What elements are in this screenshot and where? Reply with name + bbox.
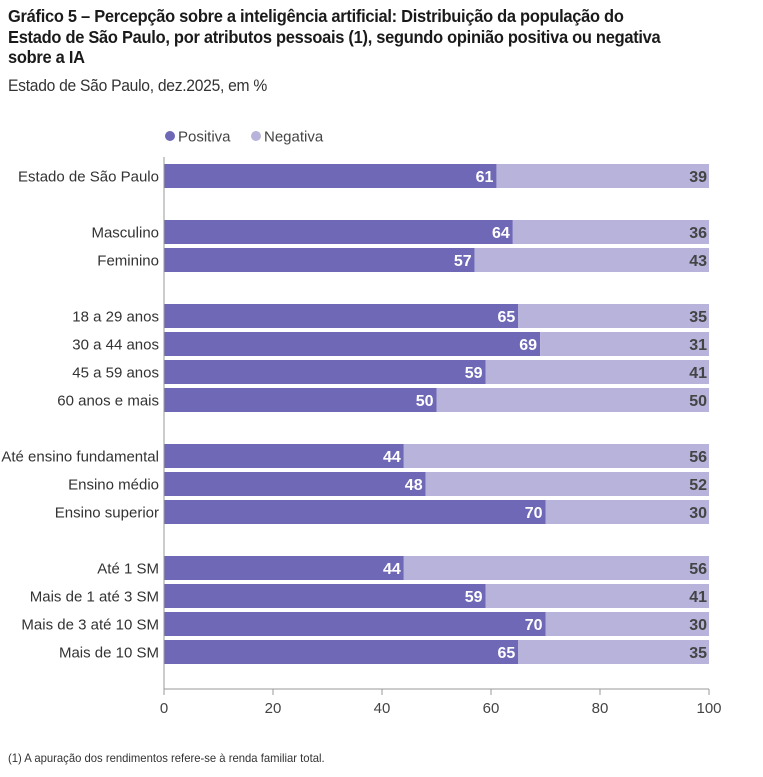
data-label-negativa: 41 <box>689 589 707 606</box>
data-label-positiva: 65 <box>497 645 515 662</box>
data-label-positiva: 69 <box>519 337 537 354</box>
data-label-positiva: 70 <box>525 617 543 634</box>
category-label: Até 1 SM <box>97 561 159 578</box>
category-label: Até ensino fundamental <box>1 449 159 466</box>
bar-positiva <box>164 248 475 272</box>
legend-label-positiva: Positiva <box>178 129 231 146</box>
data-label-positiva: 44 <box>383 449 401 466</box>
bar-positiva <box>164 332 541 356</box>
bar-negativa <box>403 444 709 468</box>
x-tick-label: 100 <box>696 700 721 717</box>
data-label-negativa: 35 <box>689 309 707 326</box>
bar-positiva <box>164 444 404 468</box>
data-label-positiva: 64 <box>492 225 510 242</box>
category-label: Mais de 10 SM <box>59 645 159 662</box>
data-label-negativa: 52 <box>689 477 707 494</box>
data-label-positiva: 70 <box>525 505 543 522</box>
x-tick-label: 20 <box>265 700 282 717</box>
category-label: Masculino <box>91 225 159 242</box>
bar-positiva <box>164 500 546 524</box>
bar-negativa <box>512 220 709 244</box>
data-label-negativa: 56 <box>689 449 707 466</box>
data-label-positiva: 59 <box>465 365 483 382</box>
chart-footnote: (1) A apuração dos rendimentos refere-se… <box>8 751 325 765</box>
bar-positiva <box>164 304 519 328</box>
data-label-negativa: 39 <box>689 169 707 186</box>
bar-positiva <box>164 472 426 496</box>
data-label-positiva: 59 <box>465 589 483 606</box>
data-label-negativa: 43 <box>689 253 707 270</box>
data-label-positiva: 57 <box>454 253 472 270</box>
bar-negativa <box>496 164 709 188</box>
data-label-negativa: 30 <box>689 505 707 522</box>
bar-positiva <box>164 612 546 636</box>
data-label-negativa: 56 <box>689 561 707 578</box>
bar-negativa <box>436 388 709 412</box>
data-label-negativa: 35 <box>689 645 707 662</box>
x-tick-label: 80 <box>592 700 609 717</box>
legend-marker-negativa <box>251 131 261 141</box>
bar-negativa <box>425 472 709 496</box>
category-label: 18 a 29 anos <box>72 309 159 326</box>
bar-negativa <box>403 556 709 580</box>
bar-negativa <box>540 332 709 356</box>
bar-negativa <box>518 304 709 328</box>
bar-positiva <box>164 220 513 244</box>
bar-negativa <box>545 612 709 636</box>
data-label-negativa: 50 <box>689 393 707 410</box>
data-label-negativa: 36 <box>689 225 707 242</box>
bar-positiva <box>164 388 437 412</box>
bar-negativa <box>485 584 709 608</box>
category-label: Mais de 3 até 10 SM <box>21 617 159 634</box>
data-label-negativa: 30 <box>689 617 707 634</box>
category-label: Ensino médio <box>68 477 159 494</box>
bar-negativa <box>518 640 709 664</box>
legend-label-negativa: Negativa <box>264 129 324 146</box>
category-label: 30 a 44 anos <box>72 337 159 354</box>
category-label: 45 a 59 anos <box>72 365 159 382</box>
data-label-positiva: 44 <box>383 561 401 578</box>
category-label: 60 anos e mais <box>57 393 159 410</box>
x-tick-label: 40 <box>374 700 391 717</box>
bar-positiva <box>164 360 486 384</box>
bar-negativa <box>474 248 709 272</box>
data-label-negativa: 31 <box>689 337 707 354</box>
bar-positiva <box>164 164 497 188</box>
data-label-negativa: 41 <box>689 365 707 382</box>
data-label-positiva: 48 <box>405 477 423 494</box>
bar-negativa <box>485 360 709 384</box>
x-tick-label: 0 <box>160 700 168 717</box>
x-tick-label: 60 <box>483 700 500 717</box>
data-label-positiva: 50 <box>416 393 434 410</box>
bar-positiva <box>164 556 404 580</box>
category-label: Estado de São Paulo <box>18 169 159 186</box>
chart-subtitle: Estado de São Paulo, dez.2025, em % <box>8 76 268 95</box>
bar-positiva <box>164 640 519 664</box>
data-label-positiva: 65 <box>497 309 515 326</box>
category-label: Feminino <box>97 253 159 270</box>
chart-title: Gráfico 5 – Percepção sobre a inteligênc… <box>8 6 661 67</box>
data-label-positiva: 61 <box>476 169 494 186</box>
bar-positiva <box>164 584 486 608</box>
category-label: Mais de 1 até 3 SM <box>30 589 159 606</box>
category-label: Ensino superior <box>55 505 159 522</box>
bar-negativa <box>545 500 709 524</box>
legend-marker-positiva <box>165 131 175 141</box>
